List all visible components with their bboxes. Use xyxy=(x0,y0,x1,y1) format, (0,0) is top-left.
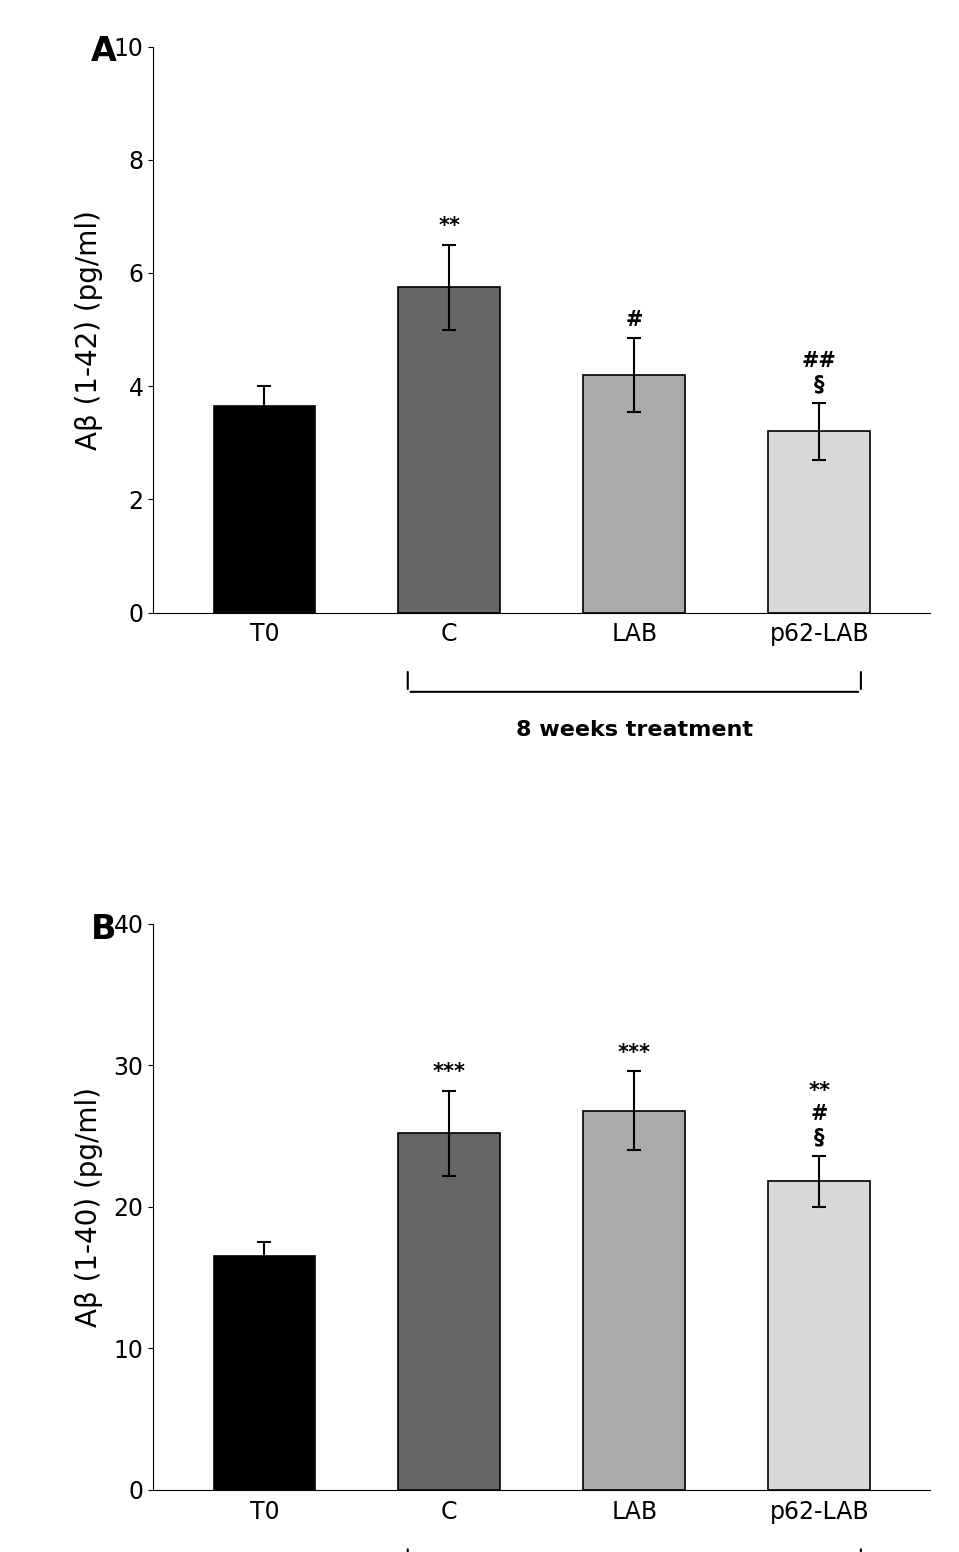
Bar xyxy=(399,1133,501,1490)
Bar xyxy=(399,287,501,613)
Text: A: A xyxy=(91,36,117,68)
Bar xyxy=(583,1111,685,1490)
Text: #: # xyxy=(625,309,643,329)
Y-axis label: Aβ (1-42) (pg/ml): Aβ (1-42) (pg/ml) xyxy=(75,210,103,450)
Text: ***: *** xyxy=(618,1043,651,1063)
Bar xyxy=(768,1181,870,1490)
Text: ***: *** xyxy=(433,1063,466,1082)
Bar xyxy=(214,407,316,613)
Y-axis label: Aβ (1-40) (pg/ml): Aβ (1-40) (pg/ml) xyxy=(75,1086,103,1327)
Bar xyxy=(214,1257,316,1490)
Text: ##
§: ## § xyxy=(802,351,836,394)
Bar xyxy=(768,431,870,613)
Text: 8 weeks treatment: 8 weeks treatment xyxy=(516,720,753,740)
Text: **
#
§: ** # § xyxy=(808,1082,830,1147)
Text: **: ** xyxy=(438,216,460,236)
Bar xyxy=(583,376,685,613)
Text: B: B xyxy=(91,913,117,945)
